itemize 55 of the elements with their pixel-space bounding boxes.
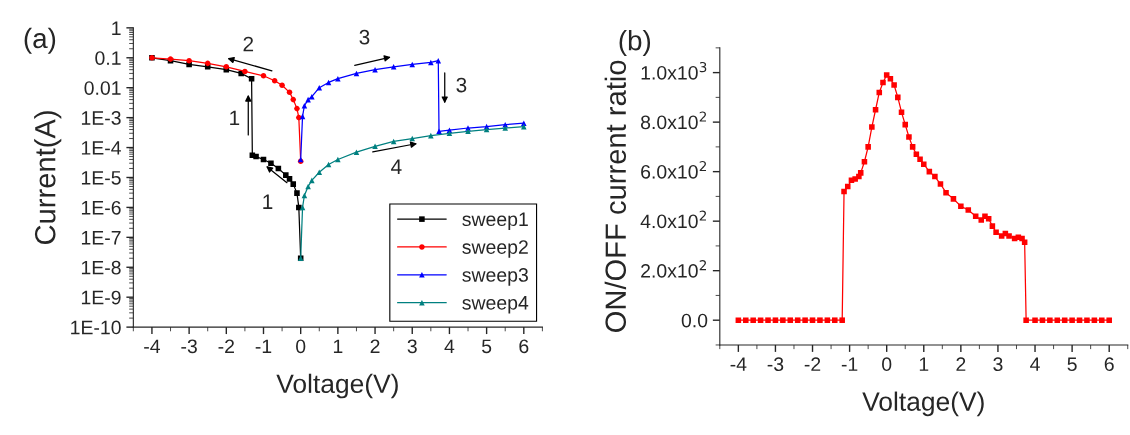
y-tick-label: 1E-10 (71, 320, 121, 335)
annotation: 2 (243, 36, 254, 52)
annotation: 1 (263, 194, 273, 209)
y-tick-label: 0.1 (95, 51, 121, 65)
x-tick-label: 6 (1104, 357, 1114, 372)
y-tick-label: 6.0x10$^{2}$ (641, 160, 707, 179)
y-tick-label: 1.0x10$^{3}$ (641, 61, 707, 80)
x-tick-label: -3 (181, 339, 197, 354)
y-axis-title: Current(A) (34, 111, 62, 245)
y-axis-title: ON/OFF current ratio (604, 60, 627, 332)
x-axis-title: Voltage(V) (276, 373, 398, 399)
x-tick-label: 4 (444, 339, 455, 354)
x-tick-label: 3 (407, 339, 417, 354)
x-tick-label: 4 (1030, 357, 1040, 371)
x-tick-label: -4 (730, 357, 747, 371)
legend-label: sweep3 (462, 268, 528, 286)
x-tick-label: 3 (993, 357, 1003, 372)
annotation: 3 (359, 29, 370, 45)
legend-label: sweep1 (462, 212, 528, 230)
x-tick-label: 0 (882, 357, 892, 372)
annotation: 3 (456, 77, 467, 93)
chart-title: (a) (24, 27, 56, 54)
x-tick-label: 5 (1067, 357, 1077, 372)
x-tick-label: 5 (481, 339, 492, 354)
x-tick-label: -1 (841, 357, 858, 371)
legend-label: sweep2 (462, 240, 528, 258)
x-axis-title: Voltage(V) (862, 391, 984, 417)
y-tick-label: 0.0 (681, 313, 708, 328)
x-tick-label: 2 (956, 357, 966, 371)
legend-label: sweep4 (462, 296, 529, 314)
annotation: 1 (230, 110, 240, 126)
x-tick-label: 6 (519, 339, 529, 354)
x-tick-label: 1 (333, 339, 343, 354)
x-tick-label: 0 (296, 339, 306, 354)
y-tick-label: 1E-3 (81, 111, 121, 125)
chart-title: (b) (619, 30, 651, 56)
y-tick-label: 0.01 (84, 81, 121, 95)
x-tick-label: -2 (218, 339, 234, 354)
y-tick-label: 4.0x10$^{2}$ (640, 210, 707, 229)
x-tick-label: 1 (919, 357, 929, 371)
x-tick-label: 2 (370, 339, 380, 354)
y-tick-label: 1 (112, 21, 121, 35)
y-tick-label: 1E-6 (81, 200, 121, 215)
x-tick-label: -1 (255, 339, 272, 354)
y-tick-label: 2.0x10$^{2}$ (641, 260, 707, 278)
x-tick-label: -2 (804, 357, 821, 371)
annotation: 4 (391, 159, 402, 174)
y-tick-label: 1E-8 (81, 260, 121, 275)
y-tick-label: 1E-9 (81, 290, 121, 305)
x-tick-label: -4 (144, 339, 161, 354)
y-tick-label: 1E-7 (81, 231, 121, 245)
y-tick-label: 1E-5 (81, 171, 121, 185)
y-tick-label: 1E-4 (81, 141, 121, 155)
y-tick-label: 8.0x10$^{2}$ (640, 111, 707, 130)
x-tick-label: -3 (767, 357, 784, 372)
